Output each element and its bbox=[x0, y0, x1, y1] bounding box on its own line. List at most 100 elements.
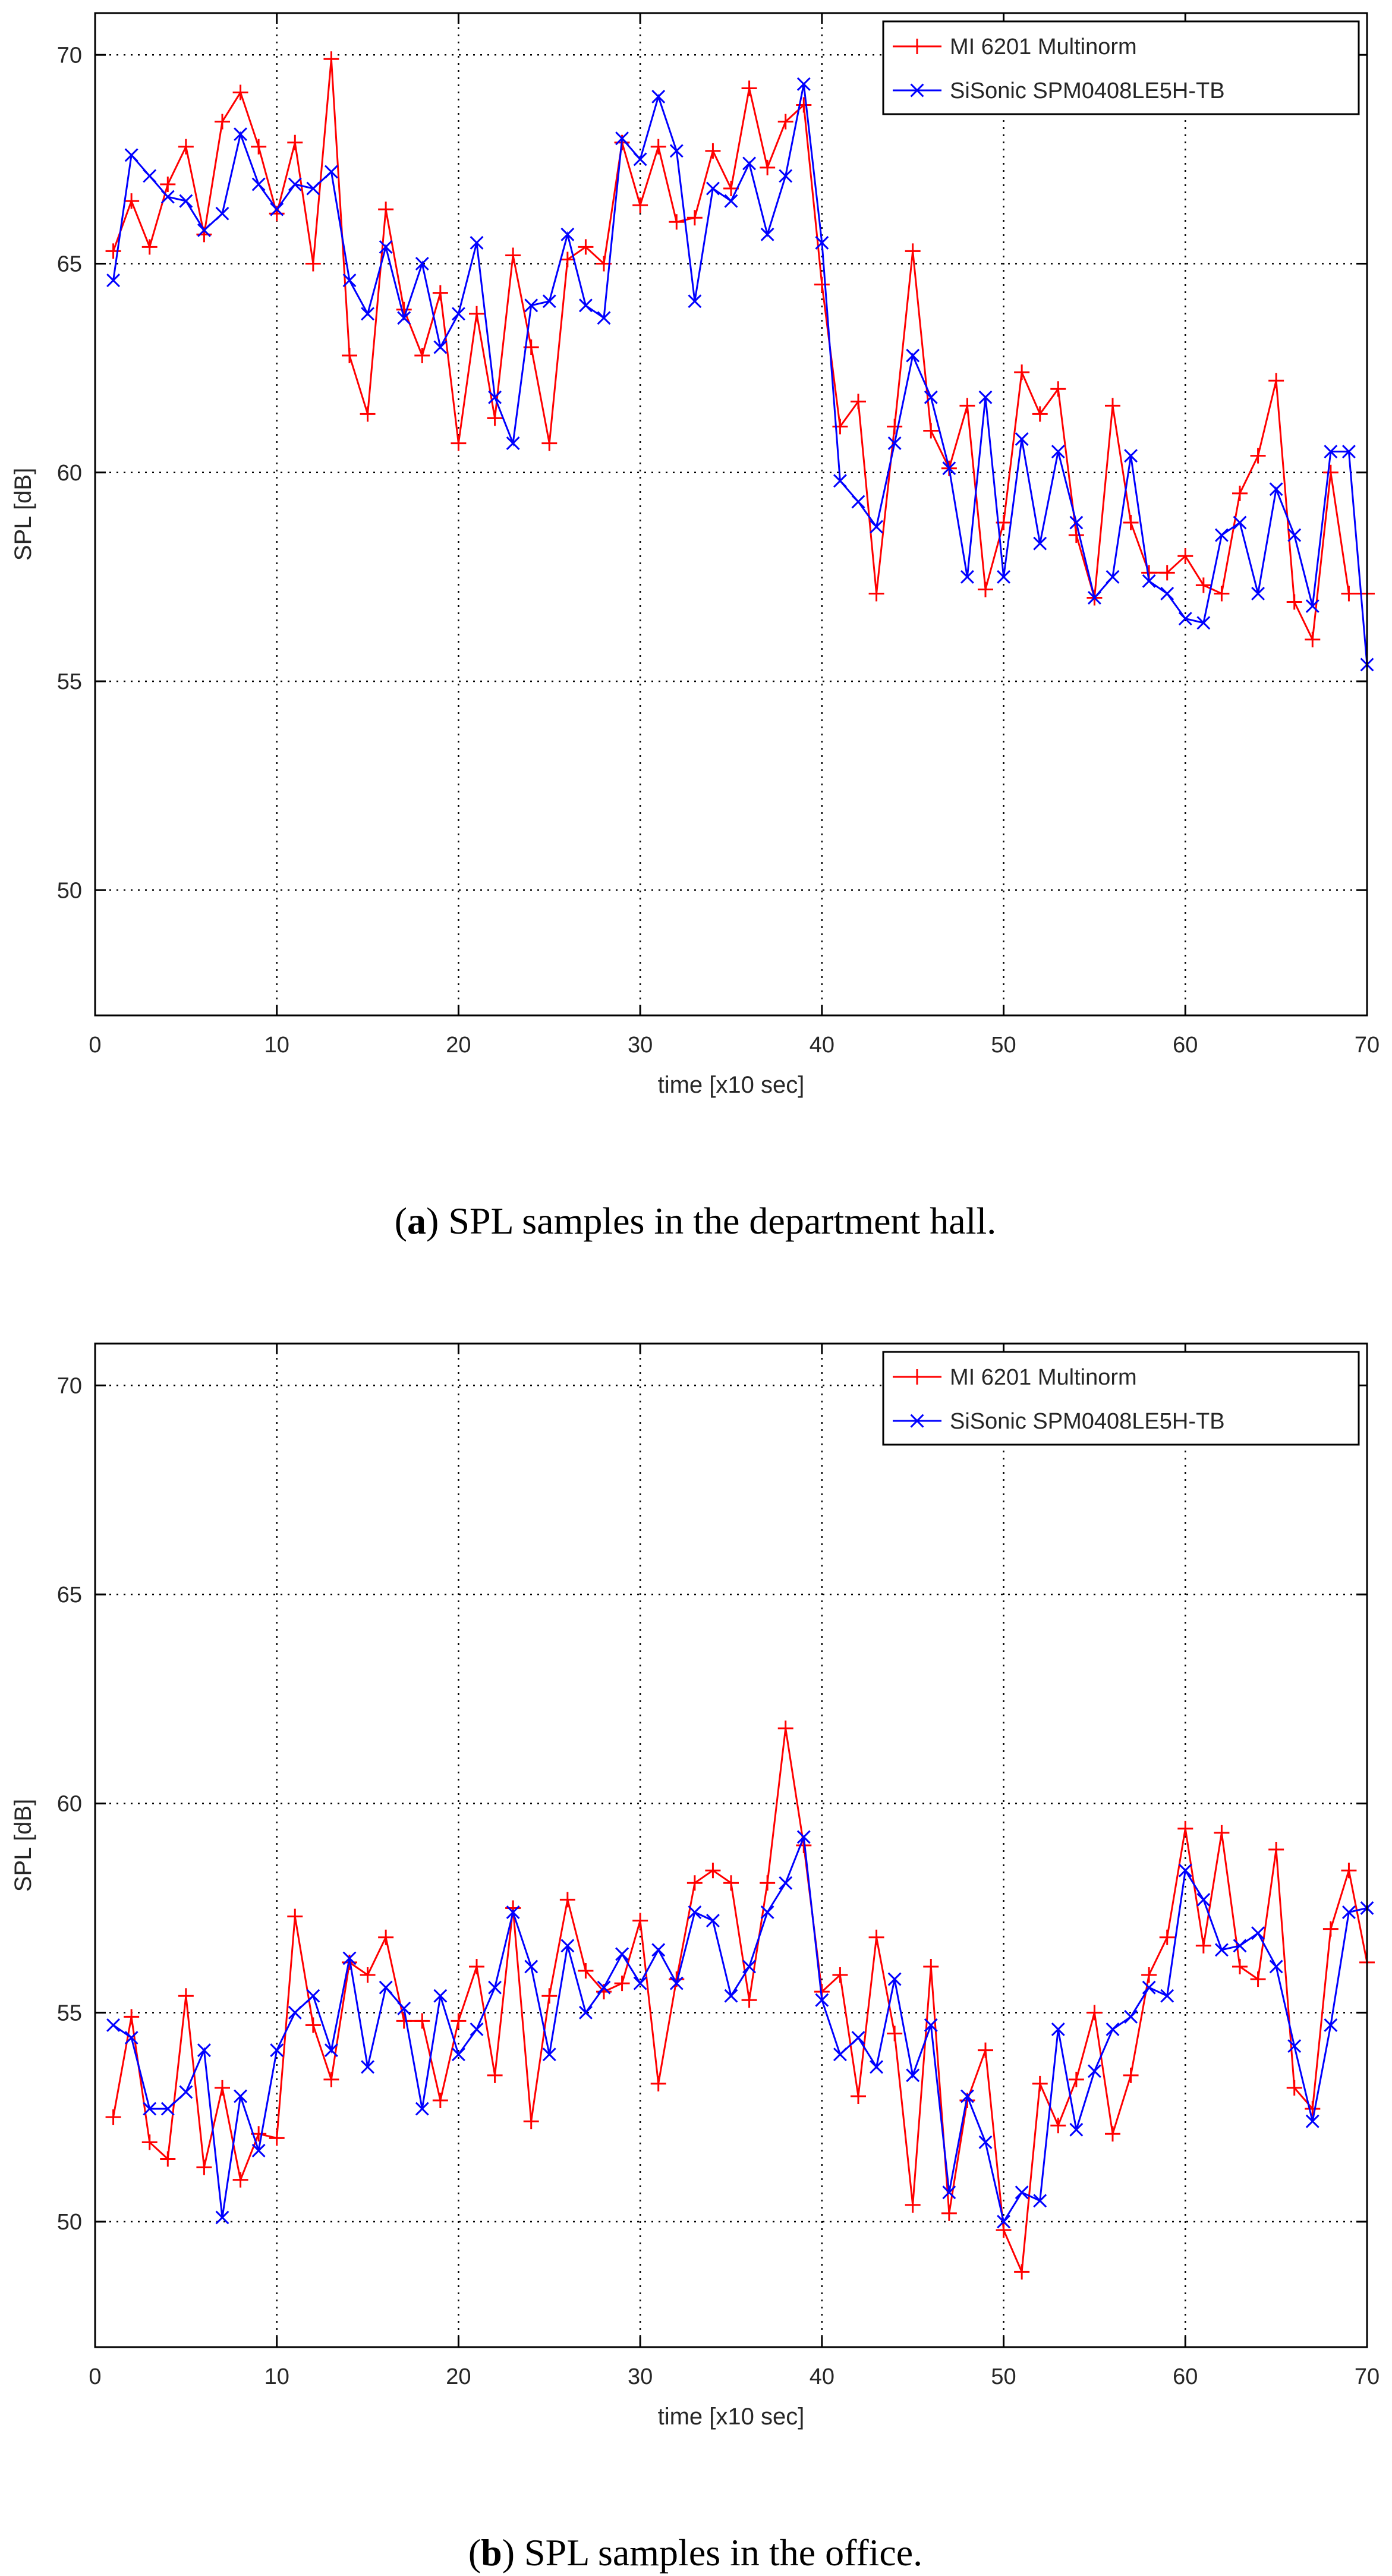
data-point-plus bbox=[1305, 631, 1321, 647]
figure-caption: (a) SPL samples in the department hall. bbox=[395, 1200, 997, 1242]
data-point-plus bbox=[559, 251, 575, 268]
data-point-plus bbox=[905, 243, 921, 259]
data-point-plus bbox=[1250, 1971, 1266, 1987]
data-point-plus bbox=[1177, 548, 1193, 564]
data-point-x bbox=[397, 311, 411, 325]
chart-panel-a: 0 10 20 30 40 50 60 70 50 55 60 65 70 time [x10 sec] S… bbox=[10, 12, 1380, 1242]
data-point-x bbox=[506, 436, 520, 451]
y-tick-label: 60 bbox=[57, 461, 82, 486]
data-point-plus bbox=[777, 114, 793, 130]
data-point-plus bbox=[650, 2075, 666, 2091]
data-point-plus bbox=[614, 1976, 630, 1992]
data-point-x bbox=[1287, 528, 1302, 542]
data-point-plus bbox=[650, 139, 666, 155]
data-point-x bbox=[1069, 515, 1084, 530]
x-tick-label: 20 bbox=[446, 1033, 471, 1058]
x-axis-label: time [x10 sec] bbox=[658, 1072, 805, 1098]
series-sisonic bbox=[106, 1830, 1374, 2229]
y-tick-label: 70 bbox=[57, 43, 82, 68]
data-point-x bbox=[833, 2047, 847, 2062]
data-point-plus bbox=[1305, 2101, 1321, 2117]
data-point-x bbox=[906, 348, 920, 363]
data-point-plus bbox=[578, 1963, 594, 1979]
data-point-plus bbox=[996, 2222, 1012, 2238]
data-point-x bbox=[924, 2018, 938, 2032]
data-point-x bbox=[1160, 587, 1174, 600]
data-point-plus bbox=[487, 2067, 503, 2083]
data-point-x bbox=[1087, 591, 1101, 605]
data-point-x bbox=[651, 1943, 666, 1957]
data-point-plus bbox=[1195, 577, 1211, 593]
data-point-plus bbox=[1068, 527, 1084, 543]
data-point-x bbox=[1015, 2185, 1029, 2200]
data-point-plus bbox=[523, 2113, 539, 2130]
data-point-x bbox=[1178, 612, 1192, 626]
y-tick-label: 60 bbox=[57, 1792, 82, 1817]
data-point-x bbox=[760, 227, 774, 241]
data-point-x bbox=[143, 169, 157, 183]
data-point-plus bbox=[1014, 364, 1030, 380]
data-point-plus bbox=[851, 2089, 866, 2104]
data-point-x bbox=[870, 520, 884, 534]
data-point-x bbox=[688, 1905, 702, 1919]
data-point-x bbox=[288, 177, 302, 191]
data-point-x bbox=[451, 2047, 465, 2062]
data-point-x bbox=[942, 461, 956, 476]
y-tick-label: 55 bbox=[57, 669, 82, 694]
data-point-x bbox=[1124, 2009, 1138, 2024]
data-point-x bbox=[124, 2031, 138, 2045]
data-point-x bbox=[906, 2068, 920, 2083]
data-point-plus bbox=[124, 2009, 140, 2025]
data-point-x bbox=[760, 1905, 774, 1919]
data-point-x bbox=[288, 2005, 302, 2020]
figure-caption: (b) SPL samples in the office. bbox=[468, 2531, 922, 2574]
data-point-plus bbox=[814, 276, 830, 292]
data-point-plus bbox=[141, 2134, 158, 2150]
data-point-x bbox=[451, 307, 465, 321]
data-point-plus bbox=[1105, 2126, 1120, 2142]
data-point-x bbox=[324, 2043, 338, 2058]
data-point-plus bbox=[632, 197, 648, 213]
data-point-plus bbox=[741, 80, 757, 96]
data-point-x bbox=[1324, 2018, 1338, 2032]
data-point-x bbox=[306, 181, 320, 196]
data-point-x bbox=[379, 1980, 393, 1995]
data-point-plus bbox=[868, 586, 884, 602]
data-point-plus bbox=[978, 581, 993, 597]
data-point-plus bbox=[360, 406, 376, 422]
data-point-x bbox=[1341, 1905, 1356, 1919]
data-point-x bbox=[197, 2043, 211, 2058]
legend-entry-label: SiSonic SPM0408LE5H-TB bbox=[950, 1409, 1225, 1434]
legend-entry-label: MI 6201 Multinorm bbox=[950, 34, 1137, 59]
data-point-x bbox=[706, 1914, 720, 1928]
data-point-plus bbox=[414, 2013, 430, 2029]
data-point-x bbox=[978, 2135, 993, 2149]
x-tick-label: 30 bbox=[628, 1033, 653, 1058]
data-point-plus bbox=[1159, 1929, 1175, 1945]
data-point-plus bbox=[760, 159, 776, 175]
data-point-x bbox=[815, 1993, 829, 2007]
data-point-x bbox=[470, 235, 484, 250]
data-point-x bbox=[633, 152, 647, 166]
data-point-plus bbox=[469, 306, 484, 322]
data-point-plus bbox=[1032, 2075, 1048, 2091]
data-point-x bbox=[433, 1989, 448, 2003]
data-point-plus bbox=[959, 398, 975, 414]
data-point-plus bbox=[378, 202, 394, 218]
data-point-plus bbox=[1286, 2080, 1302, 2096]
data-point-x bbox=[633, 1976, 647, 1990]
data-point-x bbox=[1178, 1863, 1192, 1877]
data-point-plus bbox=[232, 84, 248, 100]
x-tick-label: 20 bbox=[446, 2364, 471, 2389]
data-point-x bbox=[1033, 2194, 1047, 2208]
data-point-plus bbox=[505, 247, 521, 263]
series-line bbox=[112, 1836, 1368, 2224]
data-point-plus bbox=[215, 114, 230, 130]
data-point-x bbox=[488, 390, 502, 404]
legend-entry-label: MI 6201 Multinorm bbox=[950, 1365, 1137, 1390]
data-point-x bbox=[488, 1980, 502, 1995]
data-point-x bbox=[1305, 2114, 1319, 2128]
y-axis-label: SPL [dB] bbox=[10, 468, 36, 561]
data-point-plus bbox=[414, 348, 430, 364]
